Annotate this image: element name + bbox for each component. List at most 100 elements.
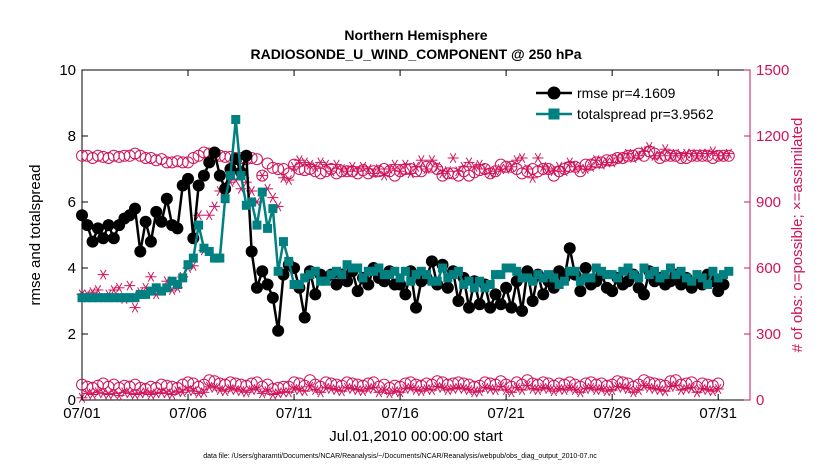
assimilated-obs-point-lower (246, 385, 258, 396)
assimilated-obs-point-lower (479, 382, 491, 393)
totalspread-point (353, 263, 363, 273)
assimilated-obs-point-lower (92, 387, 104, 398)
assimilated-obs-point-stroke (720, 150, 727, 161)
assimilated-obs-point-lower-stroke (667, 381, 674, 392)
assimilated-obs-point-lower (442, 385, 454, 396)
assimilated-obs-point-lower (468, 387, 480, 398)
assimilated-obs-point-lower (611, 381, 623, 392)
possible-obs-point-lower (76, 378, 88, 391)
assimilated-obs-point-lower (251, 383, 263, 395)
legend-rmse-label: rmse pr=4.1609 (577, 85, 676, 101)
assimilated-obs-point-lower-stroke (190, 386, 197, 397)
assimilated-obs-point (452, 166, 464, 177)
assimilated-obs-point-lower (664, 381, 676, 392)
rmse-point (494, 298, 507, 311)
possible-obs-point-lower (182, 376, 195, 389)
assimilated-obs-point-stroke (312, 161, 319, 172)
assimilated-obs-point-stroke (317, 157, 324, 168)
totalspread-point (422, 270, 432, 280)
assimilated-obs-point (516, 152, 528, 164)
assimilated-obs-point (288, 161, 300, 172)
assimilated-obs-point-stroke (608, 157, 616, 168)
totalspread-point (172, 280, 182, 289)
assimilated-obs-point-lower-stroke (359, 386, 367, 397)
totalspread-point (602, 270, 612, 280)
assimilated-obs-point-lower-stroke (614, 381, 621, 392)
assimilated-obs-point (532, 152, 544, 164)
assimilated-obs-point (124, 280, 136, 291)
assimilated-obs-point-lower-stroke (624, 383, 632, 395)
assimilated-obs-point-lower-stroke (174, 386, 181, 397)
assimilated-obs-point-lower (516, 385, 528, 396)
assimilated-obs-point-lower-stroke (603, 386, 611, 397)
assimilated-obs-point-lower (654, 385, 666, 396)
totalspread-point (210, 253, 220, 263)
assimilated-obs-point-lower-stroke (137, 388, 144, 399)
assimilated-obs-point-stroke (131, 302, 139, 313)
legend-rmse-marker (547, 86, 561, 100)
assimilated-obs-point-lower-stroke (274, 388, 282, 399)
totalspread-point (438, 263, 448, 273)
possible-obs-point (314, 167, 327, 180)
totalspread-point (485, 280, 495, 289)
assimilated-obs-point-lower-stroke (566, 382, 573, 393)
assimilated-obs-point (617, 152, 629, 164)
assimilated-obs-point-stroke (582, 163, 589, 175)
assimilated-obs-point-lower (447, 383, 459, 395)
assimilated-obs-point (373, 163, 385, 175)
totalspread-point (713, 273, 723, 283)
assimilated-obs-point-lower (330, 385, 342, 396)
assimilated-obs-point-stroke (555, 161, 563, 172)
assimilated-obs-point-lower (399, 383, 411, 395)
assimilated-obs-point (267, 192, 279, 203)
assimilated-obs-point-lower-stroke (333, 385, 340, 396)
assimilated-obs-point-stroke (428, 155, 436, 166)
possible-obs-point (303, 163, 316, 175)
x-tick-label: 07/31 (699, 405, 737, 422)
totalspread-point (522, 273, 532, 283)
assimilated-obs-point (654, 150, 666, 161)
assimilated-obs-point-stroke (593, 155, 600, 166)
totalspread-point (411, 270, 421, 280)
assimilated-obs-point-lower (156, 387, 168, 398)
rmse-point (160, 192, 173, 205)
rmse-point (637, 288, 650, 301)
rmse-point (240, 149, 253, 162)
totalspread-point (289, 280, 299, 289)
assimilated-obs-point-lower (97, 388, 109, 399)
assimilated-obs-point-lower-stroke (418, 386, 425, 397)
x-tick-label: 07/26 (593, 405, 631, 422)
assimilated-obs-point-lower-stroke (630, 387, 637, 398)
totalspread-point (141, 289, 151, 299)
possible-obs-point-lower (288, 376, 301, 389)
totalspread-point (167, 276, 177, 286)
totalspread-point (665, 263, 675, 273)
totalspread-point (119, 293, 129, 303)
rmse-point (129, 202, 142, 215)
totalspread-point (528, 276, 538, 286)
assimilated-obs-point-lower-stroke (683, 383, 690, 395)
assimilated-obs-point-stroke (248, 185, 255, 197)
assimilated-obs-point-stroke (439, 168, 446, 179)
assimilated-obs-point (527, 172, 539, 183)
assimilated-obs-point-stroke (418, 155, 425, 166)
totalspread-point (331, 266, 341, 276)
possible-obs-point (176, 156, 189, 169)
assimilated-obs-point (389, 159, 401, 170)
rmse-point (473, 298, 486, 311)
assimilated-obs-point-lower-stroke (502, 385, 510, 396)
assimilated-obs-point-lower-stroke (349, 383, 356, 395)
rmse-point (213, 169, 226, 182)
chart-subtitle: RADIOSONDE_U_WIND_COMPONENT @ 250 hPa (250, 46, 581, 62)
totalspread-point (681, 273, 691, 283)
assimilated-obs-point-stroke (646, 141, 653, 153)
assimilated-obs-point (643, 141, 655, 153)
assimilated-obs-point (92, 284, 104, 296)
totalspread-point (305, 270, 315, 280)
assimilated-obs-point-lower-stroke (402, 383, 409, 395)
totalspread-point (257, 187, 267, 197)
totalspread-point (634, 273, 644, 283)
assimilated-obs-point (505, 161, 517, 172)
totalspread-point (310, 266, 320, 276)
assimilated-obs-point-stroke (502, 163, 510, 175)
